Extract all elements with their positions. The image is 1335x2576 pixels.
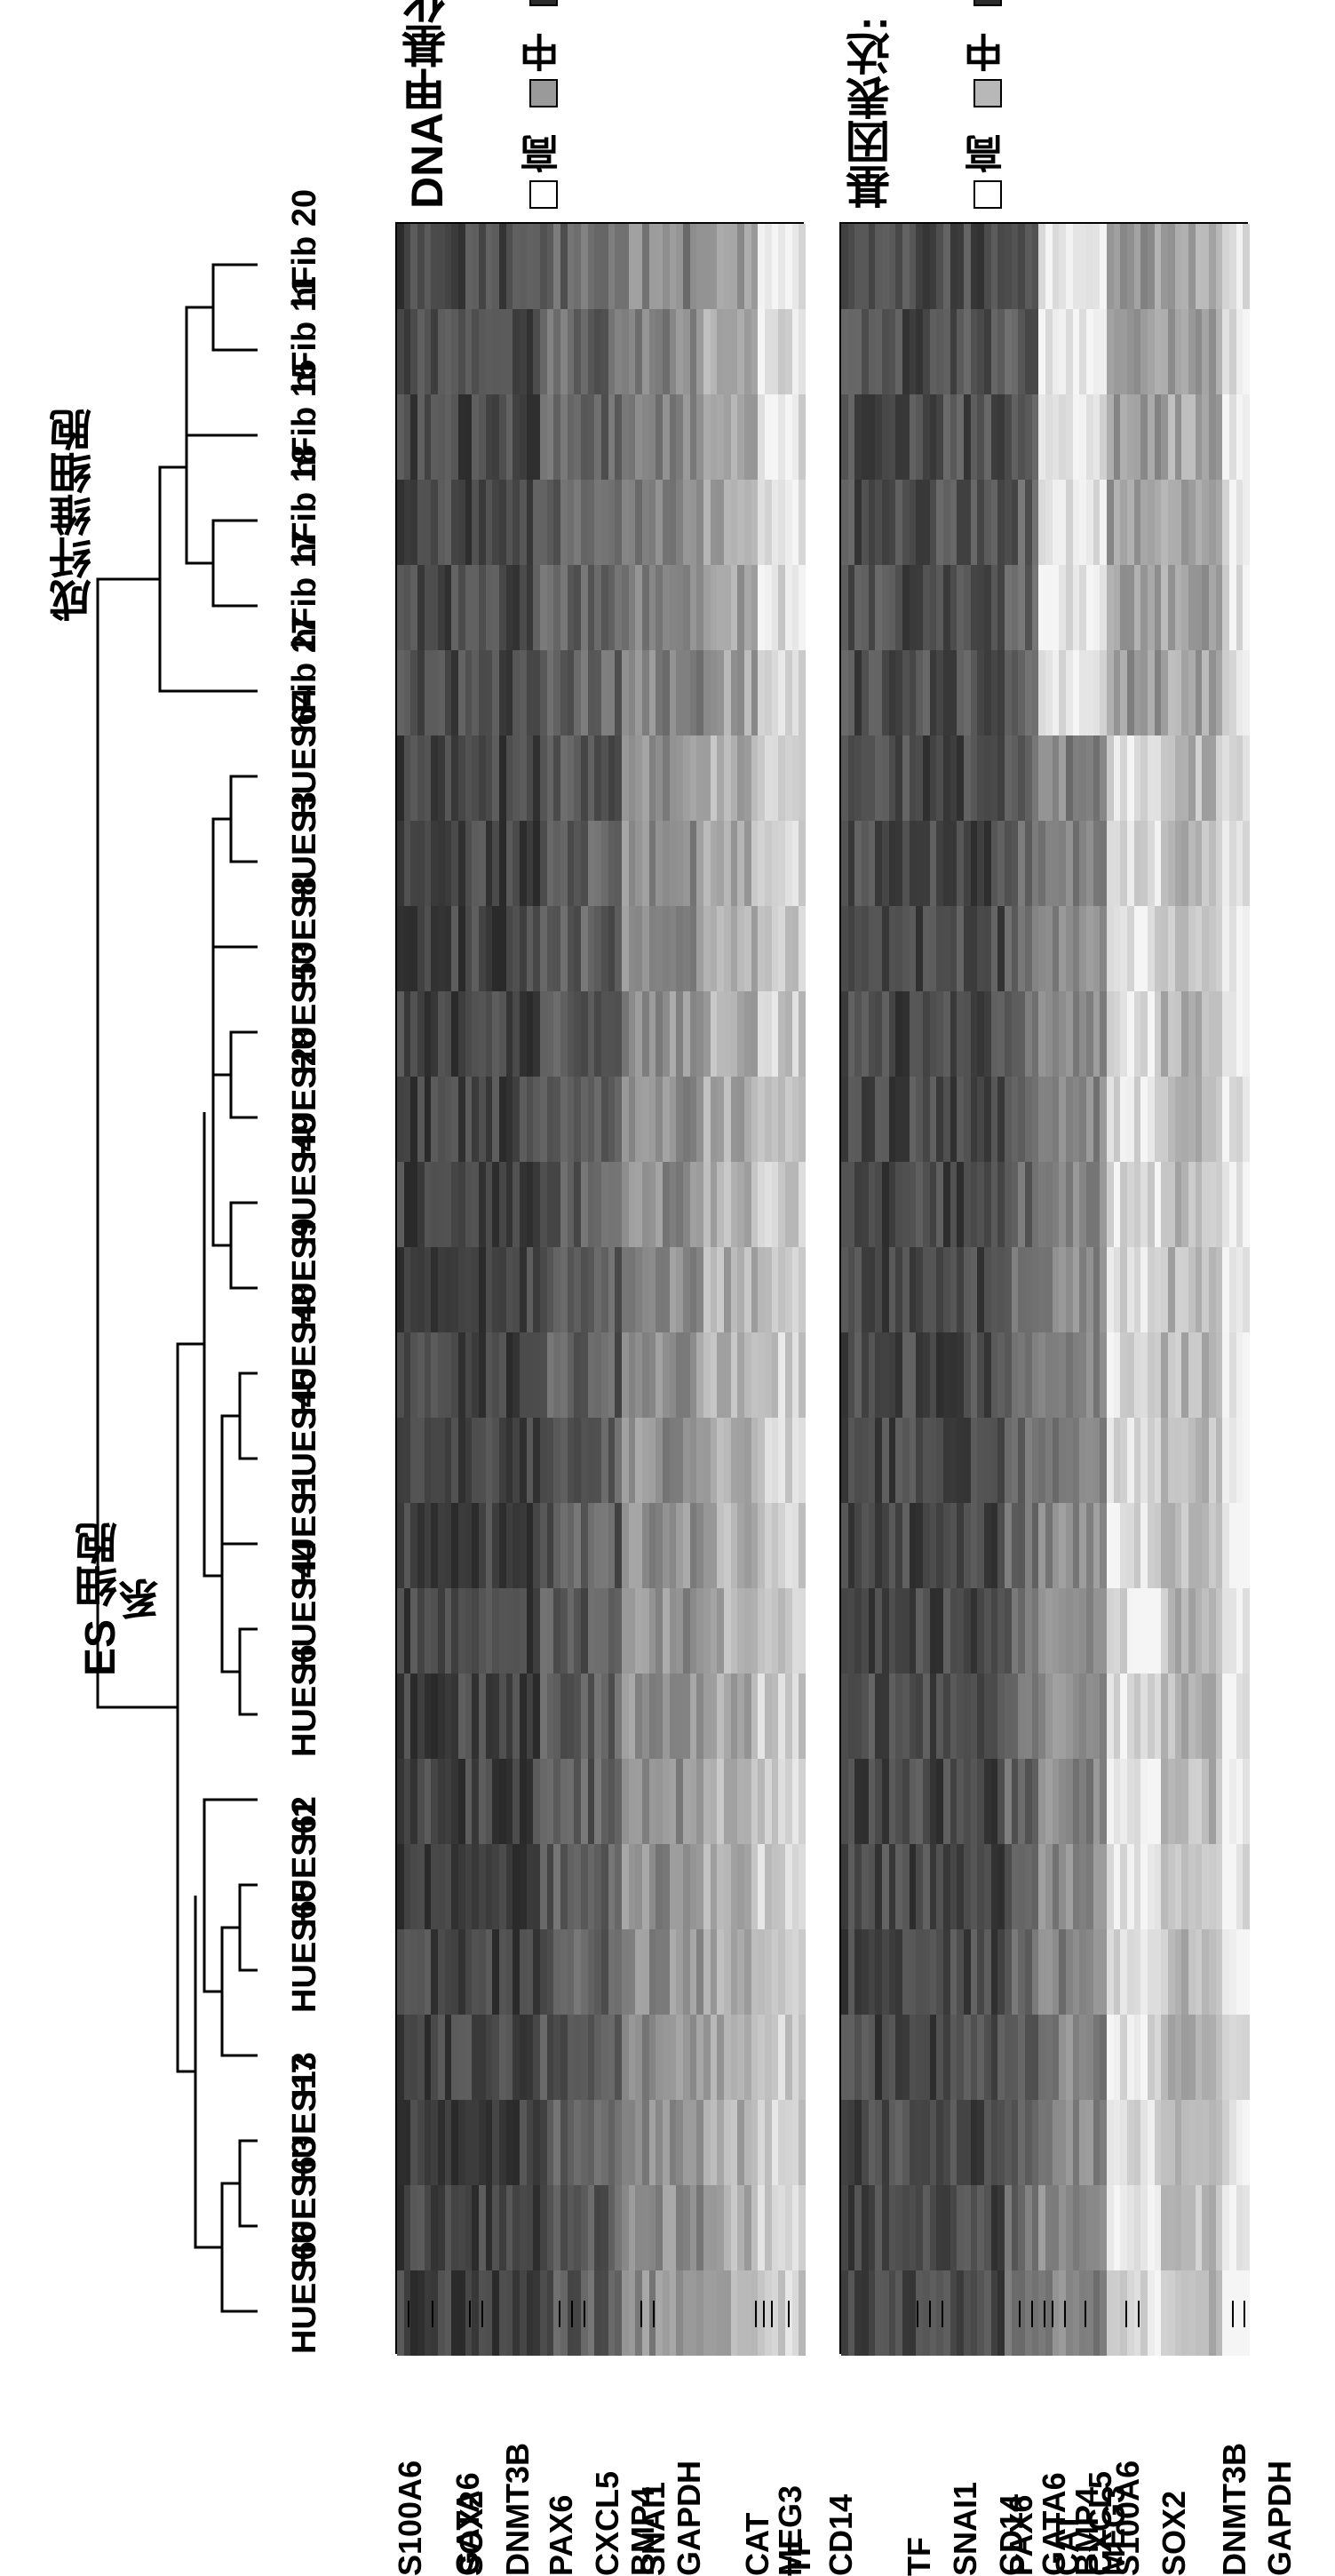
legend-expression: 高 中 低: [959, 0, 1016, 209]
figure-root: 成纤维细胞 ES 细胞系: [44, 44, 1288, 2407]
gene-tick: [771, 2301, 773, 2327]
gene-tick: [917, 2301, 918, 2327]
gene-tick: [1044, 2301, 1045, 2327]
legend-high: 高: [959, 134, 1016, 209]
heatmap-expression: [839, 222, 1248, 2354]
gene-label: GATA6: [1036, 2327, 1073, 2576]
legend-low-swatch: [529, 0, 558, 6]
gene-tick: [929, 2301, 931, 2327]
gene-label: DNMT3B: [499, 2327, 536, 2576]
gene-tick: [640, 2301, 642, 2327]
legend-low: 低: [959, 0, 1016, 6]
legend-mid-swatch: [529, 79, 558, 107]
sample-label: HUES66: [262, 2269, 347, 2354]
gene-label: TF: [901, 2327, 938, 2576]
panel-title-methylation: DNA甲基化:: [395, 0, 459, 209]
gene-tick: [432, 2301, 433, 2327]
gene-tick: [1138, 2301, 1140, 2327]
legend-high-label: 高: [959, 134, 1016, 173]
legend-mid: 中: [959, 33, 1016, 107]
gene-tick: [1085, 2301, 1086, 2327]
gene-tick: [1232, 2301, 1234, 2327]
gene-label: SNAI1: [947, 2327, 984, 2576]
gene-tick: [788, 2301, 790, 2327]
gene-label: CD14: [822, 2327, 860, 2576]
gene-label: BMP4: [1069, 2327, 1106, 2576]
gene-label: MEG3: [772, 2327, 809, 2576]
gene-tick: [1064, 2301, 1066, 2327]
gene-label: S100A6: [1109, 2327, 1147, 2576]
gene-tick: [481, 2301, 483, 2327]
dendrogram-panel: hFib 20hFib 11hFib 15hFib 18hFib 17hFib …: [80, 222, 373, 2354]
gene-label: GAPDH: [671, 2327, 708, 2576]
gene-label: CXCL5: [589, 2327, 626, 2576]
legend-mid: 中: [515, 33, 572, 107]
gene-tick: [1019, 2301, 1021, 2327]
panel-title-expression: 基因表达:: [839, 0, 903, 209]
gene-tick: [755, 2301, 757, 2327]
gene-tick: [469, 2301, 471, 2327]
legend-low: 低: [515, 0, 572, 6]
gene-label: SOX2: [453, 2327, 490, 2576]
gene-label: BMP4: [624, 2327, 662, 2576]
gene-tick: [559, 2301, 560, 2327]
sample-label: HUES65: [262, 1928, 347, 2013]
legend-high-swatch: [529, 180, 558, 209]
legend-mid-label: 中: [959, 33, 1016, 72]
gene-tick: [1125, 2301, 1127, 2327]
sample-label: HUES6: [262, 1672, 347, 1757]
gene-tick: [571, 2301, 573, 2327]
gene-label: S100A6: [392, 2327, 429, 2576]
gene-label: SOX2: [1156, 2327, 1193, 2576]
legend-high-label: 高: [515, 134, 572, 173]
legend-high-swatch: [973, 180, 1002, 209]
legend-mid-swatch: [973, 79, 1002, 107]
gene-tick: [408, 2301, 409, 2327]
legend-high: 高: [515, 134, 572, 209]
legend-low-swatch: [973, 0, 1002, 6]
gene-tick: [653, 2301, 655, 2327]
gene-tick: [1031, 2301, 1033, 2327]
main-area: 成纤维细胞 ES 细胞系: [44, 44, 1288, 2407]
gene-tick: [1244, 2301, 1245, 2327]
dendrogram-svg: [80, 222, 258, 2354]
gene-tick: [942, 2301, 943, 2327]
gene-label: GAPDH: [1261, 2327, 1299, 2576]
gene-tick: [763, 2301, 765, 2327]
gene-label: PAX6: [543, 2327, 580, 2576]
gene-label: DNMT3B: [1216, 2327, 1253, 2576]
gene-label: CAT: [739, 2327, 776, 2576]
gene-tick: [584, 2301, 585, 2327]
heatmap-methylation: [395, 222, 804, 2354]
legend-mid-label: 中: [515, 33, 572, 72]
gene-tick: [1052, 2301, 1053, 2327]
legend-methylation: 高 中 低: [515, 0, 572, 209]
